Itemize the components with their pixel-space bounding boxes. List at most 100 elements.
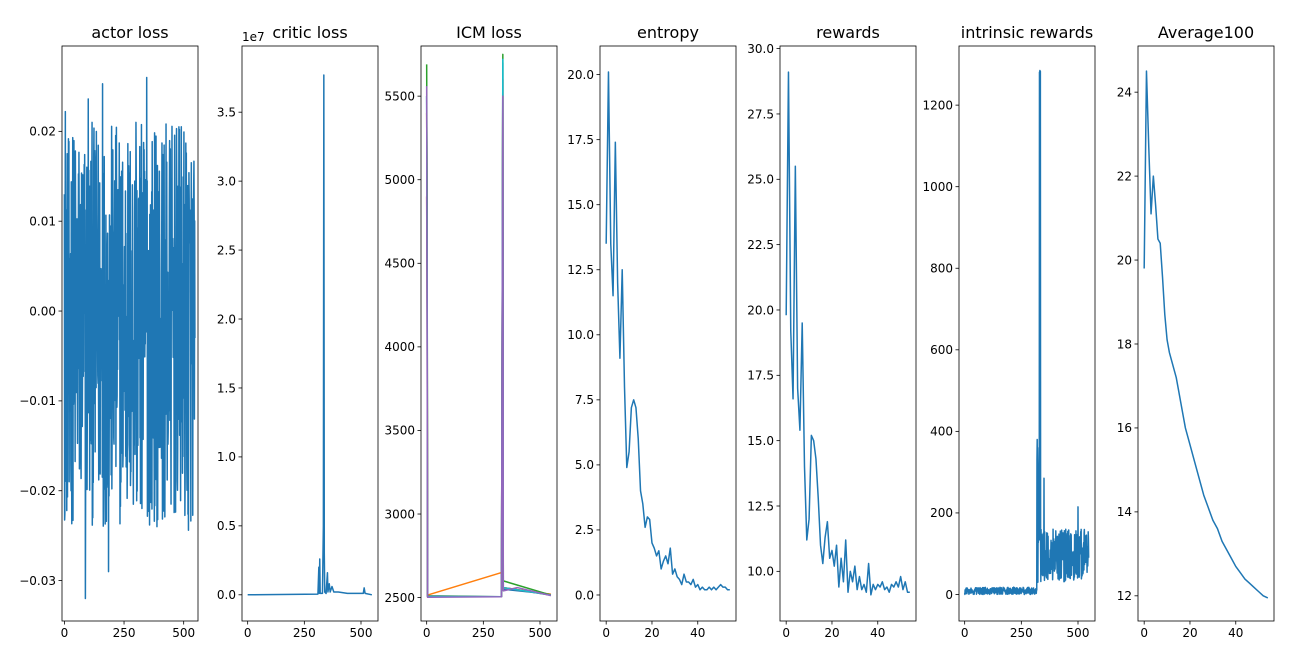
y-tick-label: 20.0: [747, 303, 774, 317]
y-tick-label: 5000: [384, 173, 415, 187]
axes-frame: [1137, 45, 1275, 622]
x-tick-label: 250: [1010, 626, 1033, 640]
y-tick-label: 200: [930, 506, 953, 520]
x-tick-label: 0: [1140, 626, 1148, 640]
x-tick-label: 20: [644, 626, 659, 640]
y-tick-label: 1200: [922, 98, 953, 112]
series-line-1: [605, 71, 730, 591]
subplot-icm-loss: 0 250 500 2500 3000 3500 4000 4500 5000 5500 ICM l…: [384, 23, 558, 640]
y-tick-label: 18: [1117, 337, 1132, 351]
series-line-1: [247, 74, 373, 596]
series-line-1: [785, 71, 910, 596]
y-tick-label: 2.5: [575, 523, 594, 537]
subplot-entropy: 0 20 40 0.0 2.5 5.0 7.5 10.0 12.5 15.0 17.5 20.0 ent…: [567, 23, 737, 640]
x-tick-label: 500: [1067, 626, 1090, 640]
y-tick-label: 10.0: [747, 565, 774, 579]
x-tick-label: 20: [824, 626, 839, 640]
y-tick-label: 800: [930, 262, 953, 276]
y-tick-label: 5.0: [575, 458, 594, 472]
subplot-actor-loss: 0 250 500 0.02 0.01 0.00 −0.01 −0.02 −0.03 actor …: [19, 23, 199, 640]
y-tick-label: 17.5: [567, 133, 594, 147]
y-tick-label: 12: [1117, 589, 1132, 603]
series-line-1: [63, 76, 196, 600]
y-tick-label: 1000: [922, 180, 953, 194]
x-tick-label: 0: [782, 626, 790, 640]
y-tick-label: 0: [945, 588, 953, 602]
chart-title: rewards: [816, 23, 880, 42]
y-tick-label: 600: [930, 343, 953, 357]
y-tick-label: −0.02: [19, 484, 56, 498]
y-tick-label: 5500: [384, 89, 415, 103]
chart-title: ICM loss: [456, 23, 522, 42]
subplot-average100: 0 20 40 12 14 16 18 20 22 24 Average100: [1117, 23, 1275, 640]
y-tick-label: 0.5: [217, 519, 236, 533]
y-tick-label: 3500: [384, 424, 415, 438]
y-tick-label: 3.0: [217, 174, 236, 188]
y-tick-label: 7.5: [575, 393, 594, 407]
subplot-intrinsic-rewards: 0 250 500 0 200 400 600 800 1000 1200 intrinsic re…: [922, 23, 1096, 640]
y-tick-label: 16: [1117, 421, 1132, 435]
axes-frame: [61, 45, 199, 622]
series-line-5: [425, 58, 551, 598]
x-tick-label: 250: [293, 626, 316, 640]
y-tick-label: 0.00: [29, 304, 56, 318]
y-tick-label: 4500: [384, 257, 415, 271]
series-line-2: [425, 112, 551, 596]
series-line-1: [1143, 70, 1269, 599]
axes-frame: [599, 45, 737, 622]
y-tick-label: 3000: [384, 507, 415, 521]
y-tick-label: 14: [1117, 505, 1132, 519]
axes-frame: [420, 45, 558, 622]
y-tick-label: 0.02: [29, 125, 56, 139]
y-tick-label: −0.01: [19, 394, 56, 408]
chart-title: critic loss: [272, 23, 347, 42]
y-tick-label: 3.5: [217, 105, 236, 119]
y-tick-label: 0.01: [29, 214, 56, 228]
y-tick-label: 12.5: [567, 263, 594, 277]
x-tick-label: 500: [529, 626, 552, 640]
x-tick-label: 40: [870, 626, 885, 640]
series-line-3: [425, 53, 552, 598]
y-tick-label: 20.0: [567, 68, 594, 82]
axes-frame: [958, 45, 1096, 622]
y-tick-label: 27.5: [747, 107, 774, 121]
y-tick-label: 24: [1117, 85, 1132, 99]
y-tick-label: 2.5: [217, 243, 236, 257]
y-tick-label: 12.5: [747, 499, 774, 513]
x-tick-label: 500: [350, 626, 373, 640]
subplot-critic-loss: 0 250 500 0.0 0.5 1.0 1.5 2.0 2.5 3.0 3.5 1e7 critic…: [217, 23, 379, 640]
x-tick-label: 0: [423, 626, 431, 640]
y-tick-label: 0.0: [575, 588, 594, 602]
y-tick-label: 2.0: [217, 312, 236, 326]
chart-title: actor loss: [91, 23, 168, 42]
series-line-1: [963, 69, 1090, 596]
y-tick-label: 15.0: [747, 434, 774, 448]
chart-title: Average100: [1158, 23, 1254, 42]
series-line-4: [425, 78, 551, 598]
y-tick-label: 4000: [384, 340, 415, 354]
x-tick-label: 250: [113, 626, 136, 640]
axes-frame: [779, 45, 917, 622]
y-tick-label: −0.03: [19, 574, 56, 588]
subplot-rewards: 0 20 40 10.0 12.5 15.0 17.5 20.0 22.5 25.0 27.5 30.…: [747, 23, 917, 640]
y-tick-label: 2500: [384, 591, 415, 605]
x-tick-label: 0: [602, 626, 610, 640]
x-tick-label: 0: [61, 626, 69, 640]
x-tick-label: 500: [172, 626, 195, 640]
x-tick-label: 40: [1228, 626, 1243, 640]
chart-title: entropy: [637, 23, 699, 42]
y-tick-label: 30.0: [747, 42, 774, 56]
y-tick-label: 17.5: [747, 369, 774, 383]
y-tick-label: 20: [1117, 253, 1132, 267]
x-tick-label: 40: [690, 626, 705, 640]
chart-title: intrinsic rewards: [961, 23, 1093, 42]
x-tick-label: 0: [244, 626, 252, 640]
y-offset-text: 1e7: [242, 30, 265, 44]
series-line-1: [425, 61, 551, 598]
y-tick-label: 1.0: [217, 450, 236, 464]
y-tick-label: 400: [930, 425, 953, 439]
x-tick-label: 250: [472, 626, 495, 640]
y-tick-label: 22.5: [747, 238, 774, 252]
y-tick-label: 15.0: [567, 198, 594, 212]
